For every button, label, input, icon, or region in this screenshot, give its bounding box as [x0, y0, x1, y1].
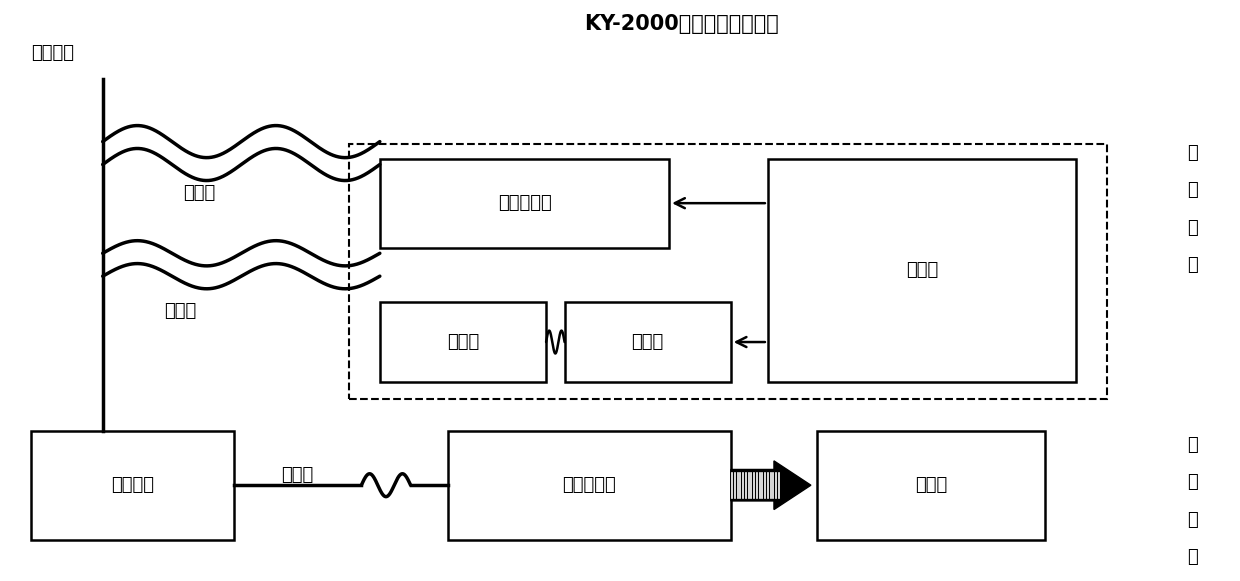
Text: 热: 热	[1188, 181, 1198, 199]
Text: 部: 部	[1188, 511, 1198, 529]
Bar	[448, 431, 730, 540]
Text: 离体猪肝: 离体猪肝	[112, 476, 154, 494]
Text: 测: 测	[1188, 436, 1198, 454]
Text: 分: 分	[1188, 548, 1198, 566]
Bar	[379, 159, 670, 248]
Text: 测温针: 测温针	[281, 466, 314, 484]
Text: 计算机: 计算机	[905, 261, 937, 279]
Text: 分: 分	[1188, 256, 1198, 274]
Bar	[817, 431, 1045, 540]
FancyArrow shape	[730, 461, 811, 510]
Text: 微波天线: 微波天线	[31, 44, 74, 62]
Text: 部: 部	[1188, 218, 1198, 236]
Bar	[564, 302, 730, 382]
Text: 加: 加	[1188, 144, 1198, 162]
Bar	[31, 431, 234, 540]
Bar	[768, 159, 1076, 382]
Text: 冷却水: 冷却水	[631, 333, 663, 351]
Text: 数据采集仪: 数据采集仪	[562, 476, 616, 494]
Text: KY-2000型智能微波治疗仪: KY-2000型智能微波治疗仪	[584, 14, 779, 34]
Text: 温: 温	[1188, 474, 1198, 492]
Text: 计算机: 计算机	[915, 476, 947, 494]
Text: 出水管: 出水管	[164, 302, 196, 320]
Bar	[379, 302, 546, 382]
Text: 蠕动泵: 蠕动泵	[446, 333, 479, 351]
Text: 入水管: 入水管	[182, 184, 215, 202]
Bar	[348, 145, 1106, 399]
Text: 微波发射端: 微波发射端	[497, 194, 552, 212]
